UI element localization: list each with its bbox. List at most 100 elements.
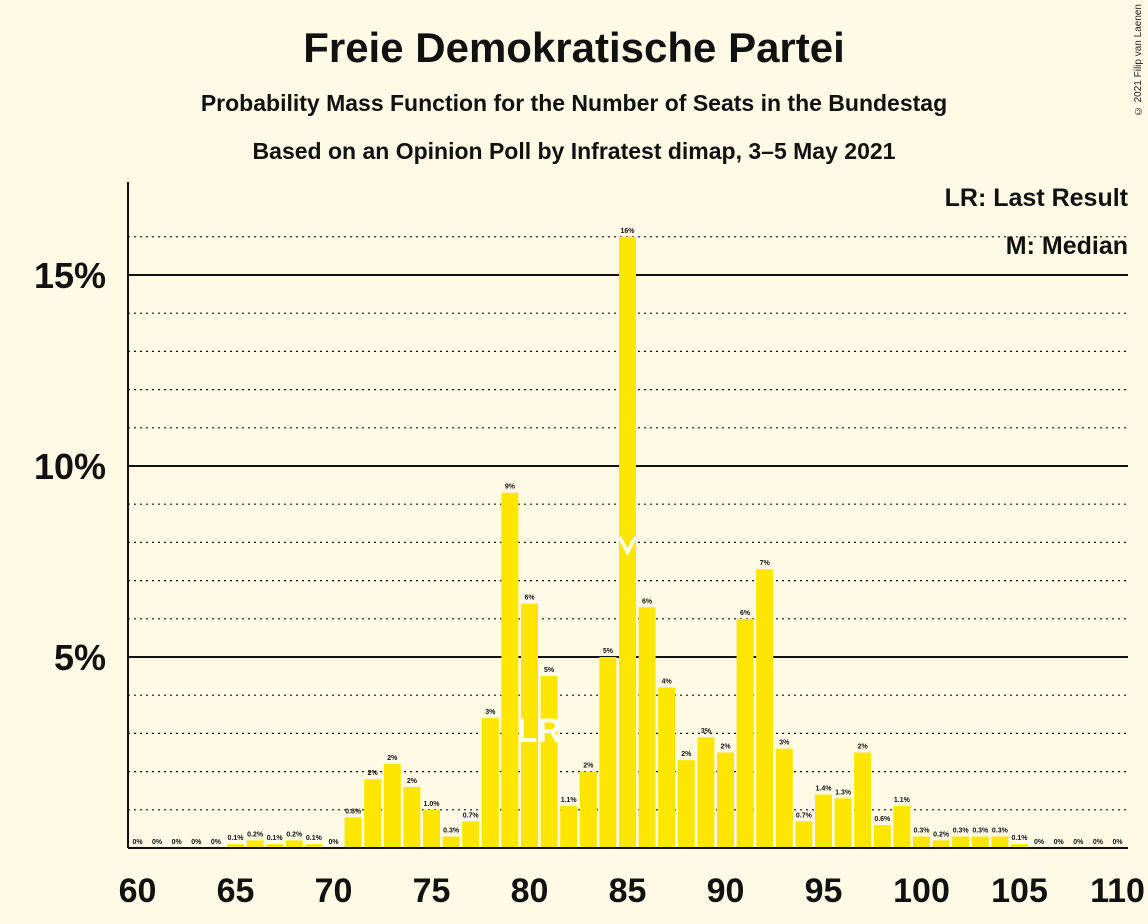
bar-seat-66 (246, 840, 264, 848)
data-label-seat-61: 0% (152, 839, 163, 846)
y-tick-label: 5% (54, 637, 106, 678)
data-label-seat-78: 3% (485, 709, 496, 716)
x-tick-label: 60 (119, 872, 157, 910)
bar-seat-94 (795, 821, 813, 848)
bar-seat-91 (736, 618, 754, 848)
chart-title: Freie Demokratische Partei (303, 24, 845, 71)
x-tick-label: 75 (413, 872, 451, 910)
data-label-seat-86: 6% (642, 598, 653, 605)
data-label-seat-106: 0% (1034, 839, 1045, 846)
bar-seat-67 (266, 844, 284, 848)
x-tick-label: 105 (991, 872, 1048, 910)
bar-seat-93 (775, 748, 793, 848)
data-label-seat-107: 0% (1054, 839, 1065, 846)
data-label-seat-69: 0.1% (306, 835, 323, 842)
data-label-seat-60: 0% (132, 839, 143, 846)
x-tick-label: 85 (609, 872, 647, 910)
data-label-seat-68: 0.2% (286, 831, 303, 838)
bar-seat-87 (658, 687, 676, 848)
data-label-seat-99: 1.1% (894, 797, 911, 804)
bar-seat-73 (383, 763, 401, 848)
bar-seat-83 (579, 771, 597, 848)
data-label-seat-70: 0% (328, 839, 339, 846)
bar-seat-72 (364, 779, 382, 848)
x-tick-label: 100 (893, 872, 950, 910)
data-label-seat-93: 3% (779, 740, 790, 747)
data-label-seat-79: 9% (505, 484, 516, 491)
bar-seat-85 (619, 236, 636, 849)
data-label-seat-94: 0.7% (796, 812, 813, 819)
data-label-seat-97: 2% (858, 744, 869, 751)
bar-seat-101 (932, 840, 950, 848)
data-label-seat-67: 0.1% (267, 835, 284, 842)
bar-seat-84 (599, 657, 617, 848)
bar-seat-78 (481, 718, 499, 848)
bar-seat-75 (423, 809, 440, 848)
chart-subtitle-poll: Based on an Opinion Poll by Infratest di… (252, 138, 896, 164)
markers: LR (517, 536, 638, 750)
bar-seat-77 (462, 821, 480, 848)
bar-seat-100 (913, 836, 930, 848)
data-label-seat-82: 1.1% (561, 797, 578, 804)
data-label-seat-110: 0% (1112, 839, 1123, 846)
bar-seat-82 (560, 805, 578, 848)
bar-seat-105 (1011, 844, 1028, 848)
data-label-seat-90: 2% (720, 744, 731, 751)
data-label-seat-83: 2% (583, 763, 594, 770)
bar-seat-97 (854, 752, 872, 848)
data-label-seat-89: 3% (701, 728, 712, 735)
data-label-seat-91: 6% (740, 610, 751, 617)
data-label-seat-102: 0.3% (953, 828, 970, 835)
data-label-seat-65: 0.1% (228, 835, 245, 842)
bars (227, 236, 1028, 849)
data-label-seat-87: 4% (662, 679, 673, 686)
data-label-seat-104: 0.3% (992, 828, 1009, 835)
data-label-seat-62: 0% (172, 839, 183, 846)
bar-seat-81 (540, 676, 558, 848)
data-label-seat-101: 0.2% (933, 831, 950, 838)
data-label-seat-85: 16% (620, 228, 635, 235)
bar-seat-102 (952, 836, 970, 848)
bar-seat-71 (344, 817, 362, 848)
y-tick-label: 15% (34, 255, 106, 296)
bar-seat-79 (501, 492, 519, 848)
data-label-seat-76: 0.3% (443, 828, 460, 835)
bar-seat-86 (638, 607, 656, 848)
chart-subtitle: Probability Mass Function for the Number… (200, 90, 948, 116)
bar-seat-99 (893, 805, 911, 848)
bar-seat-96 (834, 798, 852, 848)
bar-seat-65 (227, 844, 244, 848)
bar-seat-103 (971, 836, 989, 848)
x-tick-label: 65 (217, 872, 255, 910)
data-label-seat-105: 0.1% (1012, 835, 1029, 842)
bar-seat-95 (815, 794, 832, 848)
data-label-seat-103: 0.3% (972, 828, 989, 835)
bar-seat-88 (677, 760, 695, 848)
data-label-seat-109: 0% (1093, 839, 1104, 846)
bar-seat-74 (403, 786, 421, 848)
median-marker (617, 536, 638, 556)
bar-seat-80 (521, 603, 538, 848)
x-tick-label: 70 (315, 872, 353, 910)
data-label-seat-81: 5% (544, 667, 555, 674)
bar-seat-98 (873, 825, 891, 848)
data-label-seat-74: 2% (407, 778, 418, 785)
data-labels: 0% 0% 0% 0% 0%0.1%0.2%0.1%0.2%0.1%0%0.8%2%2%… (132, 228, 1123, 846)
bar-seat-89 (697, 737, 715, 848)
bar-seat-76 (442, 836, 460, 848)
legend-last-result: LR: Last Result (944, 184, 1128, 212)
data-label-seat-75: 1.0% (424, 801, 441, 808)
data-label-seat-98: 0.6% (874, 816, 891, 823)
data-label-seat-63: 0% (191, 839, 202, 846)
data-label-seat-96: 1.3% (835, 789, 852, 796)
data-label-seat-77: 0.7% (463, 812, 480, 819)
last-result-marker: LR (517, 712, 562, 750)
axes: 5% 10% 15% 60 65 70 75 80 85 90 95 100 105 110 (34, 182, 1145, 910)
data-label-seat-84: 5% (603, 648, 614, 655)
data-label-seat-108: 0% (1073, 839, 1084, 846)
bar-seat-68 (285, 840, 303, 848)
x-tick-label: 90 (707, 872, 745, 910)
bar-seat-69 (305, 844, 323, 848)
data-label-seat-80: 6% (524, 595, 535, 602)
